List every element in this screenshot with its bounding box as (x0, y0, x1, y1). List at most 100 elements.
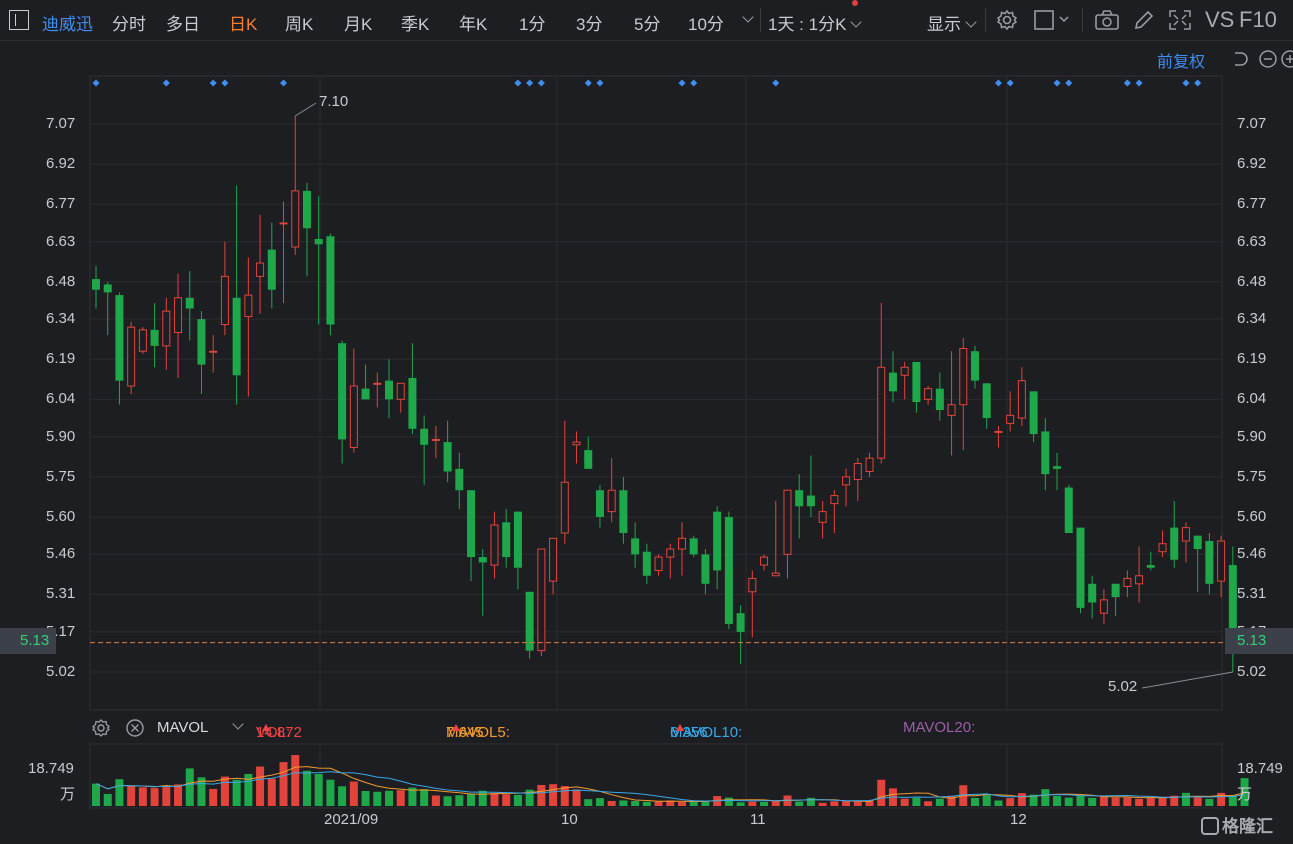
candle-body (830, 495, 839, 505)
candle-body (654, 556, 663, 571)
tab-weekly-k[interactable]: 周K (285, 15, 314, 34)
layout-select-icon[interactable] (1034, 9, 1074, 31)
high-leader-line (294, 102, 317, 117)
volume-bar (396, 790, 405, 806)
tab-multiday[interactable]: 多日 (166, 15, 200, 34)
volume-bar (537, 784, 546, 806)
current-price-left-tag: 5.13 (0, 628, 56, 654)
indicator-name[interactable]: MAVOL (157, 719, 209, 736)
price-tick-right: 5.60 (1237, 507, 1267, 525)
candle-body (420, 428, 429, 445)
candle-body (455, 468, 464, 491)
volume-bar (232, 779, 241, 806)
volume-bar (1041, 789, 1050, 806)
volume-bar (361, 791, 370, 806)
candle-body (1181, 527, 1190, 542)
volume-bar (584, 799, 593, 806)
volume-unit-right: 万 (1237, 786, 1253, 803)
sidebar-toggle-icon[interactable] (9, 10, 29, 30)
candle-body (127, 326, 136, 387)
volume-bar (830, 801, 839, 806)
volume-bar (467, 793, 476, 806)
candle-body (115, 295, 124, 381)
tab-daily-k[interactable]: 日K (229, 15, 258, 34)
volume-bar (220, 776, 229, 806)
volume-bar (678, 801, 686, 806)
tab-monthly-k[interactable]: 月K (344, 15, 373, 34)
camera-icon[interactable] (1094, 9, 1120, 31)
candle-body (209, 350, 218, 353)
volume-bar (431, 795, 440, 806)
volume-bar (478, 790, 487, 806)
candle-body (642, 551, 651, 576)
chevron-down-icon (232, 718, 244, 730)
candle-body (935, 388, 944, 411)
volume-bar (994, 800, 1003, 806)
volume-bar (971, 797, 979, 806)
price-tick-left: 5.75 (46, 467, 76, 485)
candle-body (1217, 540, 1226, 582)
candle-body (150, 329, 159, 346)
price-tick-left: 6.04 (46, 390, 76, 408)
candle-body (174, 297, 183, 334)
price-tick-left: 5.46 (46, 545, 76, 563)
candle-body (302, 190, 311, 229)
tab-yearly-k[interactable]: 年K (459, 15, 488, 34)
price-tick-right: 6.04 (1237, 390, 1267, 408)
candle-body (912, 361, 921, 403)
candle-body (490, 524, 499, 566)
tab-intraday[interactable]: 分时 (112, 15, 146, 34)
display-menu[interactable]: 显示 (927, 10, 977, 35)
tab-1min[interactable]: 1分 (519, 15, 546, 34)
volume-bar (209, 788, 218, 806)
watermark-text: 格隆汇 (1222, 817, 1273, 836)
draw-pen-icon[interactable] (1132, 9, 1156, 31)
settings-gear-icon[interactable] (996, 9, 1018, 31)
zoom-out-icon[interactable] (1259, 50, 1277, 68)
indicator-close-icon[interactable] (125, 718, 145, 738)
indicator-settings-icon[interactable] (91, 718, 111, 738)
volume-bar (900, 798, 909, 806)
mavol5-label: MAVOL5: (446, 724, 510, 741)
volume-bar (1088, 797, 1097, 806)
adjust-mode-link[interactable]: 前复权 (1157, 54, 1206, 71)
volume-bar (982, 795, 991, 806)
volume-bar (1076, 795, 1085, 806)
candle-body (1146, 565, 1155, 568)
candle-body (467, 490, 476, 558)
f10-button[interactable]: F10 (1239, 7, 1277, 32)
candle-body (1053, 466, 1062, 469)
price-tick-right: 5.75 (1237, 467, 1267, 485)
tab-10min[interactable]: 10分 (688, 15, 724, 34)
volume-bar (103, 793, 112, 806)
stock-name[interactable]: 迪威迅 (42, 15, 93, 34)
volume-bar (666, 800, 675, 806)
candle-body (1017, 380, 1026, 419)
price-tick-right: 5.02 (1237, 663, 1267, 680)
candle-body (361, 388, 370, 400)
volume-bar (842, 801, 851, 806)
event-marker-icon (209, 79, 217, 87)
vs-button[interactable]: VS (1205, 7, 1235, 32)
candle-body (326, 236, 335, 325)
event-marker-icon (1053, 79, 1061, 87)
tab-3min[interactable]: 3分 (576, 15, 603, 34)
volume-bar (724, 797, 733, 806)
price-tick-left: 6.63 (46, 232, 76, 250)
volume-bar (115, 779, 124, 806)
volume-bar (642, 801, 651, 806)
tab-quarterly-k[interactable]: 季K (401, 15, 430, 34)
logo-icon (1201, 817, 1219, 835)
candle-body (232, 297, 241, 376)
event-marker-icon (1194, 79, 1202, 87)
fullscreen-icon[interactable] (1168, 9, 1192, 31)
undo-icon[interactable] (1235, 52, 1248, 66)
candle-body (701, 554, 710, 584)
toolbar-divider (760, 8, 761, 32)
candle-body (560, 481, 569, 534)
plot-frame (89, 75, 1223, 711)
tab-5min[interactable]: 5分 (634, 15, 661, 34)
interval-select[interactable]: 1天 : 1分K (768, 10, 863, 35)
price-tick-right: 6.19 (1237, 350, 1267, 368)
